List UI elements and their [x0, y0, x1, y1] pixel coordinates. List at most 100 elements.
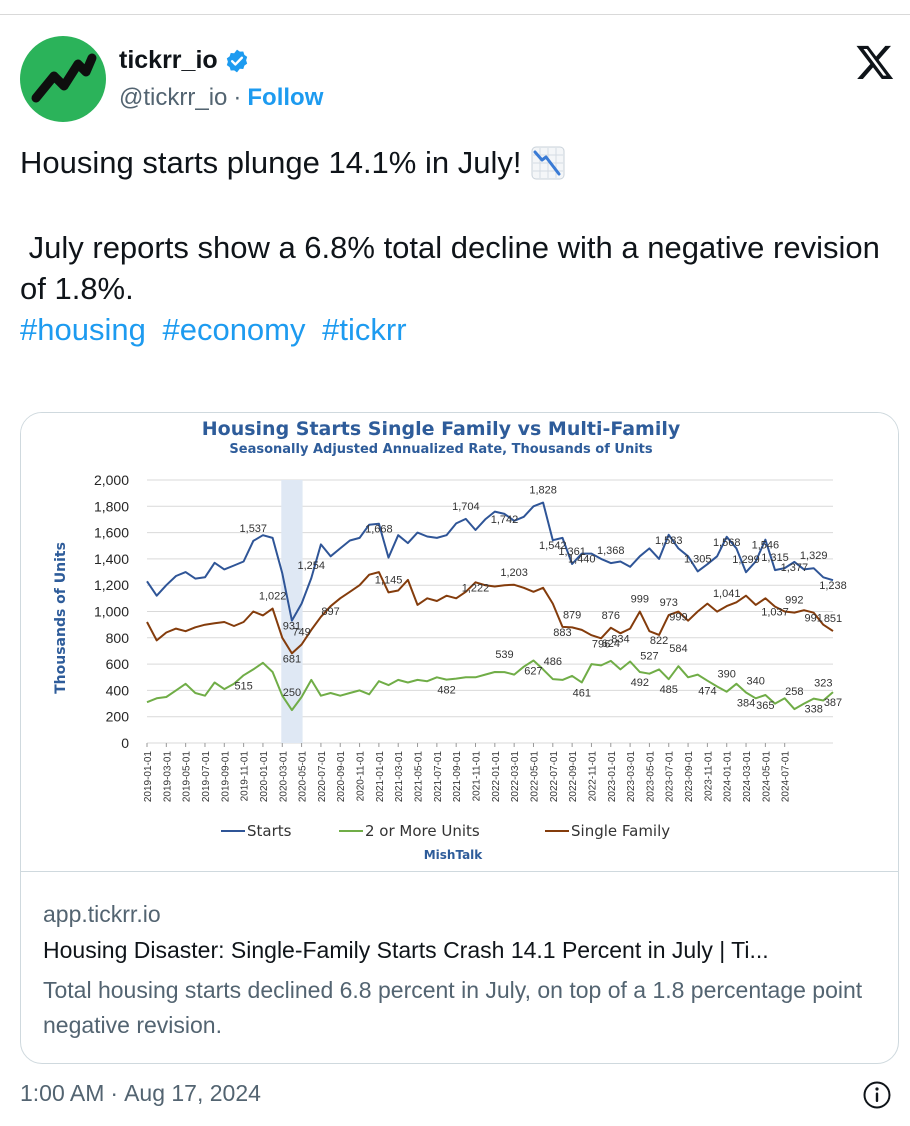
card-title[interactable]: Housing Disaster: Single-Family Starts C…: [43, 937, 769, 963]
data-label: 999: [669, 612, 687, 624]
chart-decreasing-emoji: [531, 146, 565, 179]
grid: [147, 479, 833, 744]
data-label: 584: [669, 643, 687, 655]
x-tick-label: 2023-09-01: [684, 751, 695, 803]
tweet-text: Housing starts plunge 14.1% in July! Jul…: [20, 142, 890, 350]
data-label: 515: [234, 680, 252, 692]
x-tick-label: 2022-09-01: [568, 751, 579, 803]
x-logo-icon[interactable]: [855, 42, 895, 82]
tickrr-logo-icon: [31, 53, 97, 103]
display-name[interactable]: tickrr_io: [119, 46, 218, 74]
data-label: 1,315: [761, 552, 789, 564]
data-label: 250: [283, 687, 301, 699]
x-tick-label: 2023-01-01: [607, 751, 618, 803]
data-label: 387: [824, 697, 842, 709]
x-tick-label: 2021-07-01: [433, 751, 444, 803]
x-tick-label: 2019-09-01: [220, 751, 231, 803]
x-tick-label: 2020-05-01: [298, 751, 309, 803]
hashtag-link[interactable]: #housing: [20, 312, 146, 347]
data-label: 1,305: [684, 553, 712, 565]
y-tick-label: 1,200: [94, 577, 129, 593]
data-label: 1,368: [597, 545, 625, 557]
info-icon[interactable]: [862, 1080, 892, 1110]
data-label: 991: [804, 613, 822, 625]
card-description: Total housing starts declined 6.8 percen…: [43, 977, 863, 1038]
x-tick-label: 2021-03-01: [394, 751, 405, 803]
chart-source: MishTalk: [424, 848, 484, 862]
x-tick-label: 2024-01-01: [723, 751, 734, 803]
x-tick-label: 2019-07-01: [201, 751, 212, 803]
y-tick-label: 2,000: [94, 472, 129, 488]
y-tick-label: 1,800: [94, 498, 129, 514]
x-tick-label: 2023-03-01: [626, 751, 637, 803]
chart-image[interactable]: Housing Starts Single Family vs Multi-Fa…: [21, 413, 898, 871]
x-tick-label: 2020-03-01: [278, 751, 289, 803]
data-label: 851: [824, 613, 842, 625]
housing-starts-chart: Housing Starts Single Family vs Multi-Fa…: [53, 418, 847, 862]
data-label: 1,542: [539, 540, 567, 552]
y-tick-label: 600: [106, 656, 130, 672]
x-tick-label: 2024-07-01: [781, 751, 792, 803]
data-label: 482: [437, 685, 455, 697]
data-label: 461: [573, 687, 591, 699]
x-tick-label: 2024-05-01: [761, 751, 772, 803]
data-label: 627: [524, 666, 542, 678]
y-tick-label: 200: [106, 709, 130, 725]
x-tick-label: 2021-11-01: [472, 751, 483, 802]
timestamp[interactable]: 1:00 AM · Aug 17, 2024: [20, 1080, 261, 1107]
y-tick-label: 1,000: [94, 604, 129, 620]
data-label: 1,037: [761, 607, 789, 619]
x-tick-label: 2019-01-01: [143, 751, 154, 803]
data-label: 1,238: [819, 580, 847, 592]
data-label: 1,041: [713, 588, 741, 600]
data-label: 834: [611, 633, 629, 645]
tweet-line-1-wrap: Housing starts plunge 14.1% in July!: [20, 142, 890, 183]
data-label: 1,828: [529, 485, 557, 497]
x-tick-label: 2022-03-01: [510, 751, 521, 803]
data-labels: 1,5379311,2541,6681,7041,7421,8281,5421,…: [234, 485, 846, 716]
hashtag-link[interactable]: #economy: [162, 312, 306, 347]
x-tick-label: 2023-05-01: [645, 751, 656, 803]
top-divider: [0, 14, 910, 15]
shaded-band: [281, 480, 303, 743]
data-label: 338: [804, 704, 822, 716]
hashtags: #housing #economy #tickrr: [20, 309, 890, 350]
card-domain[interactable]: app.tickrr.io: [43, 901, 161, 927]
data-label: 1,361: [558, 546, 586, 558]
x-axis-ticks: 2019-01-01 2019-03-01 2019-05-01 2019-07-01…: [143, 743, 792, 802]
x-tick-label: 2019-11-01: [240, 751, 251, 802]
legend-label: Single Family: [571, 822, 670, 840]
x-tick-label: 2020-11-01: [356, 751, 367, 802]
y-tick-label: 400: [106, 682, 130, 698]
legend-label: 2 or More Units: [365, 822, 480, 840]
data-label: 539: [495, 649, 513, 661]
card-divider: [21, 871, 898, 872]
data-label: 897: [321, 606, 339, 618]
data-label: 384: [737, 698, 755, 710]
data-label: 527: [640, 651, 658, 663]
x-tick-label: 2021-05-01: [414, 751, 425, 803]
data-label: 1,022: [259, 591, 287, 603]
avatar[interactable]: [20, 36, 106, 122]
data-label: 1,668: [365, 524, 393, 536]
hashtag-link[interactable]: #tickrr: [322, 312, 407, 347]
link-card[interactable]: Housing Starts Single Family vs Multi-Fa…: [20, 412, 899, 1064]
y-tick-label: 1,600: [94, 525, 129, 541]
data-label: 1,583: [655, 535, 683, 547]
data-label: 624: [602, 638, 620, 650]
data-label: 486: [544, 656, 562, 668]
series-line-single-family: [146, 571, 834, 655]
x-tick-label: 2019-03-01: [162, 751, 173, 803]
tweet-line-2: July reports show a 6.8% total decline w…: [20, 230, 889, 306]
time: 1:00 AM: [20, 1080, 105, 1106]
data-label: 822: [650, 635, 668, 647]
data-label: 1,222: [462, 582, 490, 594]
x-tick-label: 2022-11-01: [587, 751, 598, 802]
data-label: 1,377: [781, 562, 809, 574]
follow-button[interactable]: Follow: [247, 84, 324, 111]
series-line-2-or-more-units: [146, 659, 834, 712]
separator: ·: [110, 1080, 119, 1106]
handle[interactable]: @tickrr_io: [119, 84, 228, 111]
legend: Starts 2 or More Units Single Family: [221, 822, 670, 840]
data-label: 485: [660, 684, 678, 696]
